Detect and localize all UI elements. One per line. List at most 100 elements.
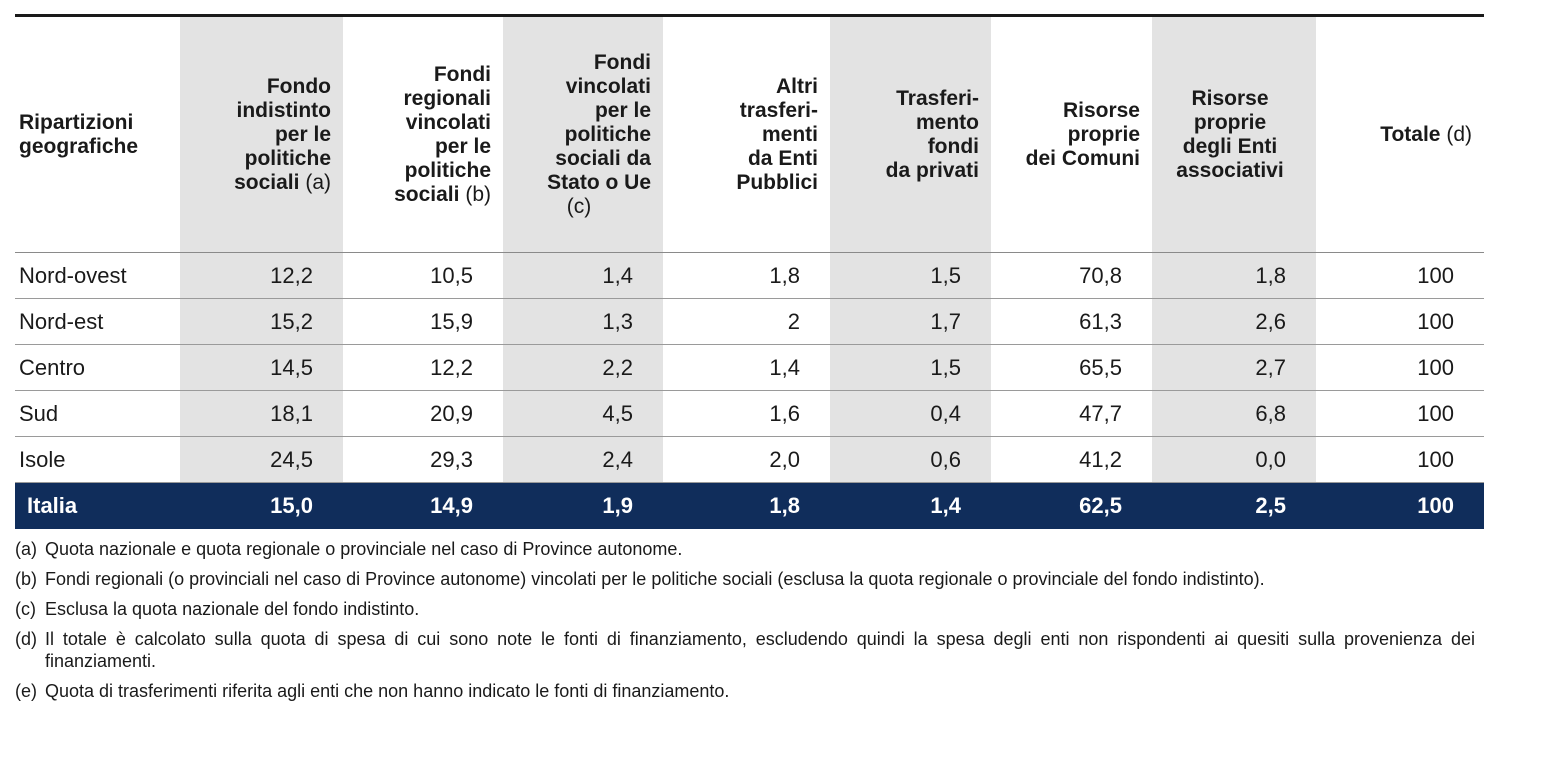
- header-trasferimento-privati: Trasferi- mento fondi da privati: [830, 14, 991, 253]
- total-row: Italia 15,0 14,9 1,9 1,8 1,4 62,5 2,5 100: [15, 482, 1484, 529]
- footnote: (a) Quota nazionale e quota regionale o p…: [15, 538, 1475, 560]
- cell-value: 2,0: [663, 436, 830, 483]
- cell-value: 1,4: [503, 252, 663, 299]
- table-row: Nord-ovest 12,2 10,5 1,4 1,8 1,5 70,8 1,8 100: [15, 252, 1484, 299]
- footnote-text: Esclusa la quota nazionale del fondo ind…: [45, 599, 420, 619]
- footnote-tag: (e): [15, 681, 37, 701]
- cell-value: 2,7: [1152, 344, 1316, 391]
- table-row: Isole 24,5 29,3 2,4 2,0 0,6 41,2 0,0 100: [15, 436, 1484, 483]
- header-line: vincolati: [405, 110, 491, 134]
- header-line: regionali: [403, 86, 491, 110]
- cell-value: 61,3: [991, 298, 1152, 345]
- table-row: Nord-est 15,2 15,9 1,3 2 1,7 61,3 2,6 100: [15, 298, 1484, 345]
- header-line: politiche: [404, 158, 491, 182]
- header-line: per le: [434, 134, 491, 158]
- cell-value: 15,9: [343, 298, 503, 345]
- cell-value: 1,5: [830, 344, 991, 391]
- footnote-text: Quota nazionale e quota regionale o prov…: [45, 539, 683, 559]
- header-line: Fondi: [593, 50, 651, 74]
- header-note-ref: (b): [465, 182, 491, 206]
- footnote: (c) Esclusa la quota nazionale del fondo …: [15, 598, 1475, 620]
- cell-value: 100: [1316, 298, 1484, 345]
- cell-value: 12,2: [343, 344, 503, 391]
- cell-value: 100: [1316, 344, 1484, 391]
- table-row: Sud 18,1 20,9 4,5 1,6 0,4 47,7 6,8 100: [15, 390, 1484, 437]
- header-line: proprie: [1193, 110, 1267, 134]
- header-line: Risorse: [1062, 98, 1140, 122]
- header-line: politiche: [244, 146, 331, 170]
- cell-value: 62,5: [991, 482, 1152, 529]
- footnotes: (a) Quota nazionale e quota regionale o p…: [15, 538, 1475, 710]
- cell-value: 4,5: [503, 390, 663, 437]
- cell-value: 14,5: [180, 344, 343, 391]
- footnote-tag: (c): [15, 599, 36, 619]
- header-line: trasferi-: [739, 98, 818, 122]
- cell-value: 14,9: [343, 482, 503, 529]
- cell-value: 2,6: [1152, 298, 1316, 345]
- header-line: Stato o Ue: [547, 170, 651, 194]
- footnote: (e) Quota di trasferimenti riferita agli …: [15, 680, 1475, 702]
- cell-value: 2,2: [503, 344, 663, 391]
- cell-value: 0,6: [830, 436, 991, 483]
- header-risorse-enti-associativi: Risorse proprie degli Enti associativi: [1152, 14, 1316, 253]
- cell-value: 0,0: [1152, 436, 1316, 483]
- cell-value: 1,3: [503, 298, 663, 345]
- header-line: da Enti: [747, 146, 818, 170]
- cell-value: 1,6: [663, 390, 830, 437]
- header-line: indistinto: [236, 98, 331, 122]
- cell-value: 1,7: [830, 298, 991, 345]
- header-line: sociali da: [555, 146, 651, 170]
- cell-value: 1,9: [503, 482, 663, 529]
- header-fondi-vincolati-stato: Fondi vincolati per le politiche sociali…: [503, 14, 663, 253]
- cell-value: 47,7: [991, 390, 1152, 437]
- footnote-text: Il totale è calcolato sulla quota di spe…: [45, 629, 1475, 671]
- header-fondo-indistinto: Fondo indistinto per le politiche social…: [180, 14, 343, 253]
- header-line: per le: [274, 122, 331, 146]
- cell-value: 1,8: [1152, 252, 1316, 299]
- cell-region: Nord-ovest: [15, 252, 180, 299]
- header-line: sociali: [394, 182, 460, 206]
- cell-value: 70,8: [991, 252, 1152, 299]
- cell-value: 100: [1316, 252, 1484, 299]
- cell-value: 18,1: [180, 390, 343, 437]
- cell-value: 20,9: [343, 390, 503, 437]
- footnote-text: Quota di trasferimenti riferita agli ent…: [45, 681, 730, 701]
- cell-value: 29,3: [343, 436, 503, 483]
- header-line: da privati: [885, 158, 979, 182]
- header-totale: Totale (d): [1316, 14, 1484, 253]
- header-line: dei Comuni: [1025, 146, 1140, 170]
- header-line: mento: [916, 110, 979, 134]
- header-line: associativi: [1176, 158, 1284, 182]
- cell-value: 2,4: [503, 436, 663, 483]
- cell-value: 15,2: [180, 298, 343, 345]
- cell-value: 100: [1316, 390, 1484, 437]
- header-line: vincolati: [565, 74, 651, 98]
- footnote: (d) Il totale è calcolato sulla quota di …: [15, 628, 1475, 672]
- footnote-tag: (d): [15, 629, 37, 649]
- cell-value: 1,4: [663, 344, 830, 391]
- cell-value: 1,8: [663, 482, 830, 529]
- header-line: menti: [761, 122, 818, 146]
- cell-value: 100: [1316, 436, 1484, 483]
- header-row: Ripartizioni geografiche Fondo indistint…: [15, 14, 1484, 253]
- header-region-line: Ripartizioni: [19, 110, 134, 134]
- header-region: Ripartizioni geografiche: [15, 14, 180, 253]
- header-line: sociali: [234, 170, 300, 194]
- cell-value: 65,5: [991, 344, 1152, 391]
- financing-table-container: Ripartizioni geografiche Fondo indistint…: [15, 14, 1484, 529]
- cell-region: Centro: [15, 344, 180, 391]
- cell-value: 12,2: [180, 252, 343, 299]
- header-fondi-regionali: Fondi regionali vincolati per le politic…: [343, 14, 503, 253]
- cell-region: Italia: [15, 482, 180, 529]
- header-line: Fondi: [433, 62, 491, 86]
- cell-value: 1,5: [830, 252, 991, 299]
- cell-value: 15,0: [180, 482, 343, 529]
- cell-region: Isole: [15, 436, 180, 483]
- header-risorse-comuni: Risorse proprie dei Comuni: [991, 14, 1152, 253]
- footnote-tag: (a): [15, 539, 37, 559]
- cell-value: 10,5: [343, 252, 503, 299]
- header-line: per le: [594, 98, 651, 122]
- header-region-line: geografiche: [19, 134, 139, 158]
- cell-value: 100: [1316, 482, 1484, 529]
- header-line: Fondo: [266, 74, 331, 98]
